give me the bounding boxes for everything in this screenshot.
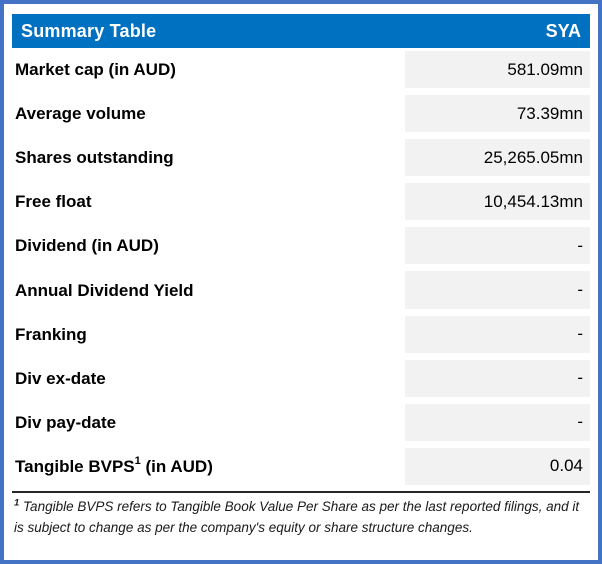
table-body: Market cap (in AUD) 581.09mn Average vol… <box>12 48 590 489</box>
row-label: Div pay-date <box>15 412 117 432</box>
row-value-cell: 73.39mn <box>405 95 590 133</box>
table-row: Free float 10,454.13mn <box>12 180 590 224</box>
row-value-cell: - <box>405 227 590 265</box>
table-row: Shares outstanding 25,265.05mn <box>12 136 590 180</box>
table-row: Dividend (in AUD) - <box>12 224 590 268</box>
row-label: Annual Dividend Yield <box>15 280 194 300</box>
table-row: Market cap (in AUD) 581.09mn <box>12 48 590 92</box>
row-label: Market cap (in AUD) <box>15 60 176 80</box>
row-value-cell: - <box>405 315 590 353</box>
row-label: Tangible BVPS1 (in AUD) <box>15 455 213 476</box>
table-row: Annual Dividend Yield - <box>12 268 590 312</box>
table-row: Tangible BVPS1 (in AUD) 0.04 <box>12 445 590 489</box>
row-label: Dividend (in AUD) <box>15 236 159 256</box>
row-label: Shares outstanding <box>15 148 174 168</box>
ticker-badge: SYA <box>545 20 581 41</box>
row-value-cell: - <box>405 271 590 309</box>
row-label: Average volume <box>15 104 146 124</box>
table-title: Summary Table <box>21 20 157 41</box>
row-value-cell: 0.04 <box>405 447 590 485</box>
footnote-text: Tangible BVPS refers to Tangible Book Va… <box>14 498 580 535</box>
table-row: Franking - <box>12 313 590 357</box>
row-label: Free float <box>15 192 92 212</box>
table-header: Summary Table SYA <box>12 14 590 48</box>
row-value-cell: 25,265.05mn <box>405 139 590 177</box>
row-value-cell: 581.09mn <box>405 51 590 89</box>
row-value-cell: - <box>405 403 590 441</box>
table-row: Div pay-date - <box>12 401 590 445</box>
footnote-divider <box>12 490 590 493</box>
row-label: Franking <box>15 324 87 344</box>
row-label: Div ex-date <box>15 368 106 388</box>
table-row: Average volume 73.39mn <box>12 92 590 136</box>
row-value-cell: - <box>405 359 590 397</box>
footnote: 1 Tangible BVPS refers to Tangible Book … <box>12 493 590 539</box>
row-value-cell: 10,454.13mn <box>405 183 590 221</box>
table-row: Div ex-date - <box>12 357 590 401</box>
footnote-marker: 1 <box>14 497 20 509</box>
